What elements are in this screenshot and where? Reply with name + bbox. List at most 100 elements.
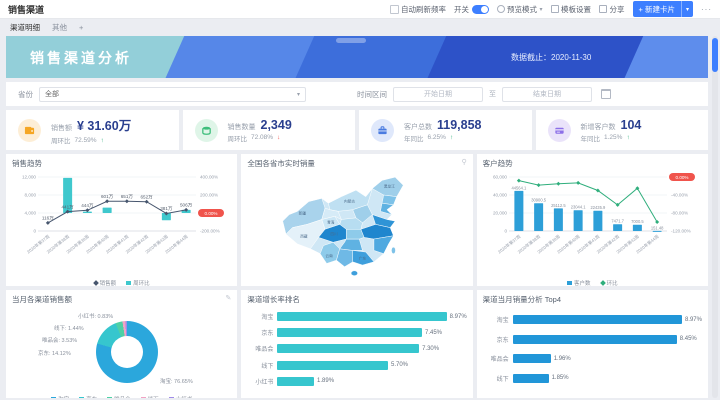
bar-row[interactable]: 京东 7.45%: [247, 328, 466, 338]
slice-label-xiaohongshu: 小红书: 0.83%: [78, 314, 114, 320]
panel-title: 销售趋势: [12, 159, 42, 168]
kpi-sub-label: 周环比: [227, 135, 248, 143]
donut-chart[interactable]: 淘宝: 76.65% 京东: 14.12% 唯品会: 3.53% 线下: 1.4…: [12, 305, 231, 398]
bar-row[interactable]: 小红书 1.89%: [247, 376, 466, 386]
slice-label-offline: 线下: 1.44%: [54, 326, 84, 332]
svg-text:-40.00%: -40.00%: [671, 193, 688, 198]
map-provinces: [282, 176, 404, 276]
date-end-input[interactable]: 结束日期: [502, 86, 592, 102]
kpi-value: 119,858: [437, 117, 482, 132]
bar[interactable]: [277, 344, 420, 354]
legend-item[interactable]: 周环比: [126, 279, 150, 286]
trend-up-icon: ↑: [449, 134, 454, 141]
svg-text:381万: 381万: [160, 206, 173, 212]
bar[interactable]: [512, 373, 549, 383]
bar-category-label: 京东: [261, 331, 274, 338]
new-card-label[interactable]: + 新建卡片: [638, 4, 675, 14]
share-button[interactable]: 分享: [599, 4, 625, 15]
bar-value-label: 8.97%: [684, 316, 702, 323]
growth-rank-chart[interactable]: 淘宝 8.97% 京东 7.45% 唯品会 7.30% 线下 5.70% 小红书 1.89%: [247, 305, 467, 393]
panel-sales-trend[interactable]: 销售趋势 12,000 8,000 4,000 0 400.00% 200.00% 0.00…: [6, 154, 238, 286]
add-tab-button[interactable]: +: [79, 22, 84, 32]
date-start-input[interactable]: 开始日期: [393, 86, 483, 102]
svg-text:0: 0: [33, 229, 36, 234]
bar[interactable]: [277, 328, 422, 338]
new-card-button[interactable]: + 新建卡片 ▾: [632, 1, 693, 17]
more-menu[interactable]: ···: [701, 4, 712, 14]
kpi-sub-value: 1.25%: [604, 134, 623, 141]
bar[interactable]: [512, 334, 677, 344]
province-select-value: 全部: [45, 91, 59, 98]
bar-row[interactable]: 线下 1.85%: [483, 373, 702, 383]
svg-text:44564.1: 44564.1: [511, 185, 527, 190]
legend-item[interactable]: 销售额: [92, 279, 116, 286]
chart-row-bottom: 当月各渠道销售额 ✎ 淘宝: 76.65% 京东: 14.12% 唯品会: 3.…: [6, 290, 708, 398]
svg-text:506万: 506万: [180, 202, 193, 208]
bar-row[interactable]: 唯品会 1.96%: [483, 354, 702, 364]
panel-china-map[interactable]: 全国各省市实时销量 ⚲: [241, 154, 473, 286]
template-settings-button[interactable]: 模板设置: [550, 4, 592, 15]
kpi-card-sales-count[interactable]: 销售数量 2,349 周环比 72.08% ↓: [182, 110, 355, 150]
donut-ring[interactable]: [96, 321, 158, 383]
checkbox-icon[interactable]: [389, 4, 399, 14]
auto-refresh-checkbox[interactable]: 自动刷新频率: [389, 4, 446, 15]
bar[interactable]: [277, 376, 315, 386]
svg-text:-80.00%: -80.00%: [671, 211, 688, 216]
kpi-card-sales-amount[interactable]: 销售额 ¥ 31.60万 周环比 72.59% ↑: [6, 110, 179, 150]
monthly-top4-chart[interactable]: 淘宝 8.97% 京东 8.45% 唯品会 1.96% 线下 1.85%: [483, 305, 702, 393]
banner-drag-handle[interactable]: [335, 38, 366, 43]
sales-trend-chart[interactable]: 12,000 8,000 4,000 0 400.00% 200.00% 0.00% -200…: [12, 169, 230, 273]
bar-category-label: 线下: [496, 376, 509, 383]
bar-value-label: 7.30%: [422, 345, 440, 352]
china-map-chart[interactable]: 新疆 西藏 内蒙古 黑龙江 四川 云南 广东 青海: [247, 169, 465, 283]
vertical-scrollbar[interactable]: [712, 36, 718, 398]
trend-up-icon: ↑: [626, 134, 630, 141]
bar-value-label: 8.97%: [449, 313, 467, 320]
province-select[interactable]: 全部 ▾: [39, 86, 306, 102]
bar[interactable]: [277, 360, 388, 370]
svg-text:23044.1: 23044.1: [570, 205, 586, 210]
bar-row[interactable]: 唯品会 7.30%: [247, 344, 466, 354]
svg-text:40,000: 40,000: [493, 193, 507, 198]
tab-other[interactable]: 其他: [52, 22, 67, 32]
topbar-controls: 自动刷新频率 开关 预览模式 ▾ 模板设置 分享 + 新建卡片 ▾ ···: [389, 1, 713, 17]
template-label: 模板设置: [561, 4, 592, 14]
customer-trend-chart[interactable]: 60,000 40,000 20,000 0 0.00% -40.00% -80.00% -1…: [483, 169, 701, 273]
share-label: 分享: [609, 4, 625, 14]
bar[interactable]: [512, 315, 682, 325]
panel-channel-donut[interactable]: 当月各渠道销售额 ✎ 淘宝: 76.65% 京东: 14.12% 唯品会: 3.…: [6, 290, 238, 398]
donut-legend[interactable]: 淘宝 京东 唯品会 线下 小红书: [12, 395, 231, 398]
kpi-card-customer-total[interactable]: 客户总数 119,858 年同比 6.25% ↑: [359, 110, 532, 150]
bar-row[interactable]: 京东 8.45%: [483, 334, 702, 344]
tab-channel-detail[interactable]: 渠道明细: [10, 22, 40, 32]
legend-item[interactable]: 客户数: [567, 279, 591, 286]
svg-text:12,000: 12,000: [22, 175, 36, 180]
panel-monthly-top4[interactable]: 渠道当月销量分析 Top4 淘宝 8.97% 京东 8.45% 唯品会 1.96% 线下 1.…: [476, 290, 708, 398]
kpi-label: 客户总数: [404, 123, 432, 131]
bar-row[interactable]: 线下 5.70%: [247, 360, 466, 370]
svg-text:0.00%: 0.00%: [204, 211, 217, 216]
scrollbar-thumb[interactable]: [712, 38, 718, 72]
svg-text:116万: 116万: [42, 216, 54, 222]
bar[interactable]: [277, 312, 447, 322]
bar[interactable]: [512, 354, 551, 364]
svg-text:22435.9: 22435.9: [590, 205, 606, 210]
svg-text:青海: 青海: [327, 220, 335, 225]
edit-switch[interactable]: 开关: [454, 4, 489, 15]
preview-mode-menu[interactable]: 预览模式 ▾: [496, 4, 543, 15]
user-icon[interactable]: ⚲: [461, 159, 467, 166]
kpi-label: 销售数量: [227, 123, 256, 131]
chart-legend[interactable]: 客户数 环比: [483, 279, 702, 286]
chart-legend[interactable]: 销售额 周环比: [12, 279, 231, 286]
bar-row[interactable]: 淘宝 8.97%: [247, 312, 467, 322]
kpi-sub-label: 年同比: [404, 135, 424, 143]
panel-customer-trend[interactable]: 客户趋势 60,000 40,000 20,000 0 0.00% -40.00% -80.…: [476, 154, 708, 286]
legend-item[interactable]: 环比: [599, 279, 618, 286]
calendar-icon[interactable]: [601, 89, 611, 99]
bar-row[interactable]: 淘宝 8.97%: [483, 315, 702, 325]
toggle-on-icon[interactable]: [471, 4, 489, 14]
kpi-card-new-customers[interactable]: 新增客户数 104 年同比 1.25% ↑: [535, 110, 708, 150]
panel-growth-rank[interactable]: 渠道增长率排名 淘宝 8.97% 京东 7.45% 唯品会 7.30% 线下 5.70% 小红书…: [241, 290, 473, 398]
edit-pencil-icon[interactable]: ✎: [225, 295, 232, 302]
new-card-dropdown[interactable]: ▾: [680, 1, 693, 17]
